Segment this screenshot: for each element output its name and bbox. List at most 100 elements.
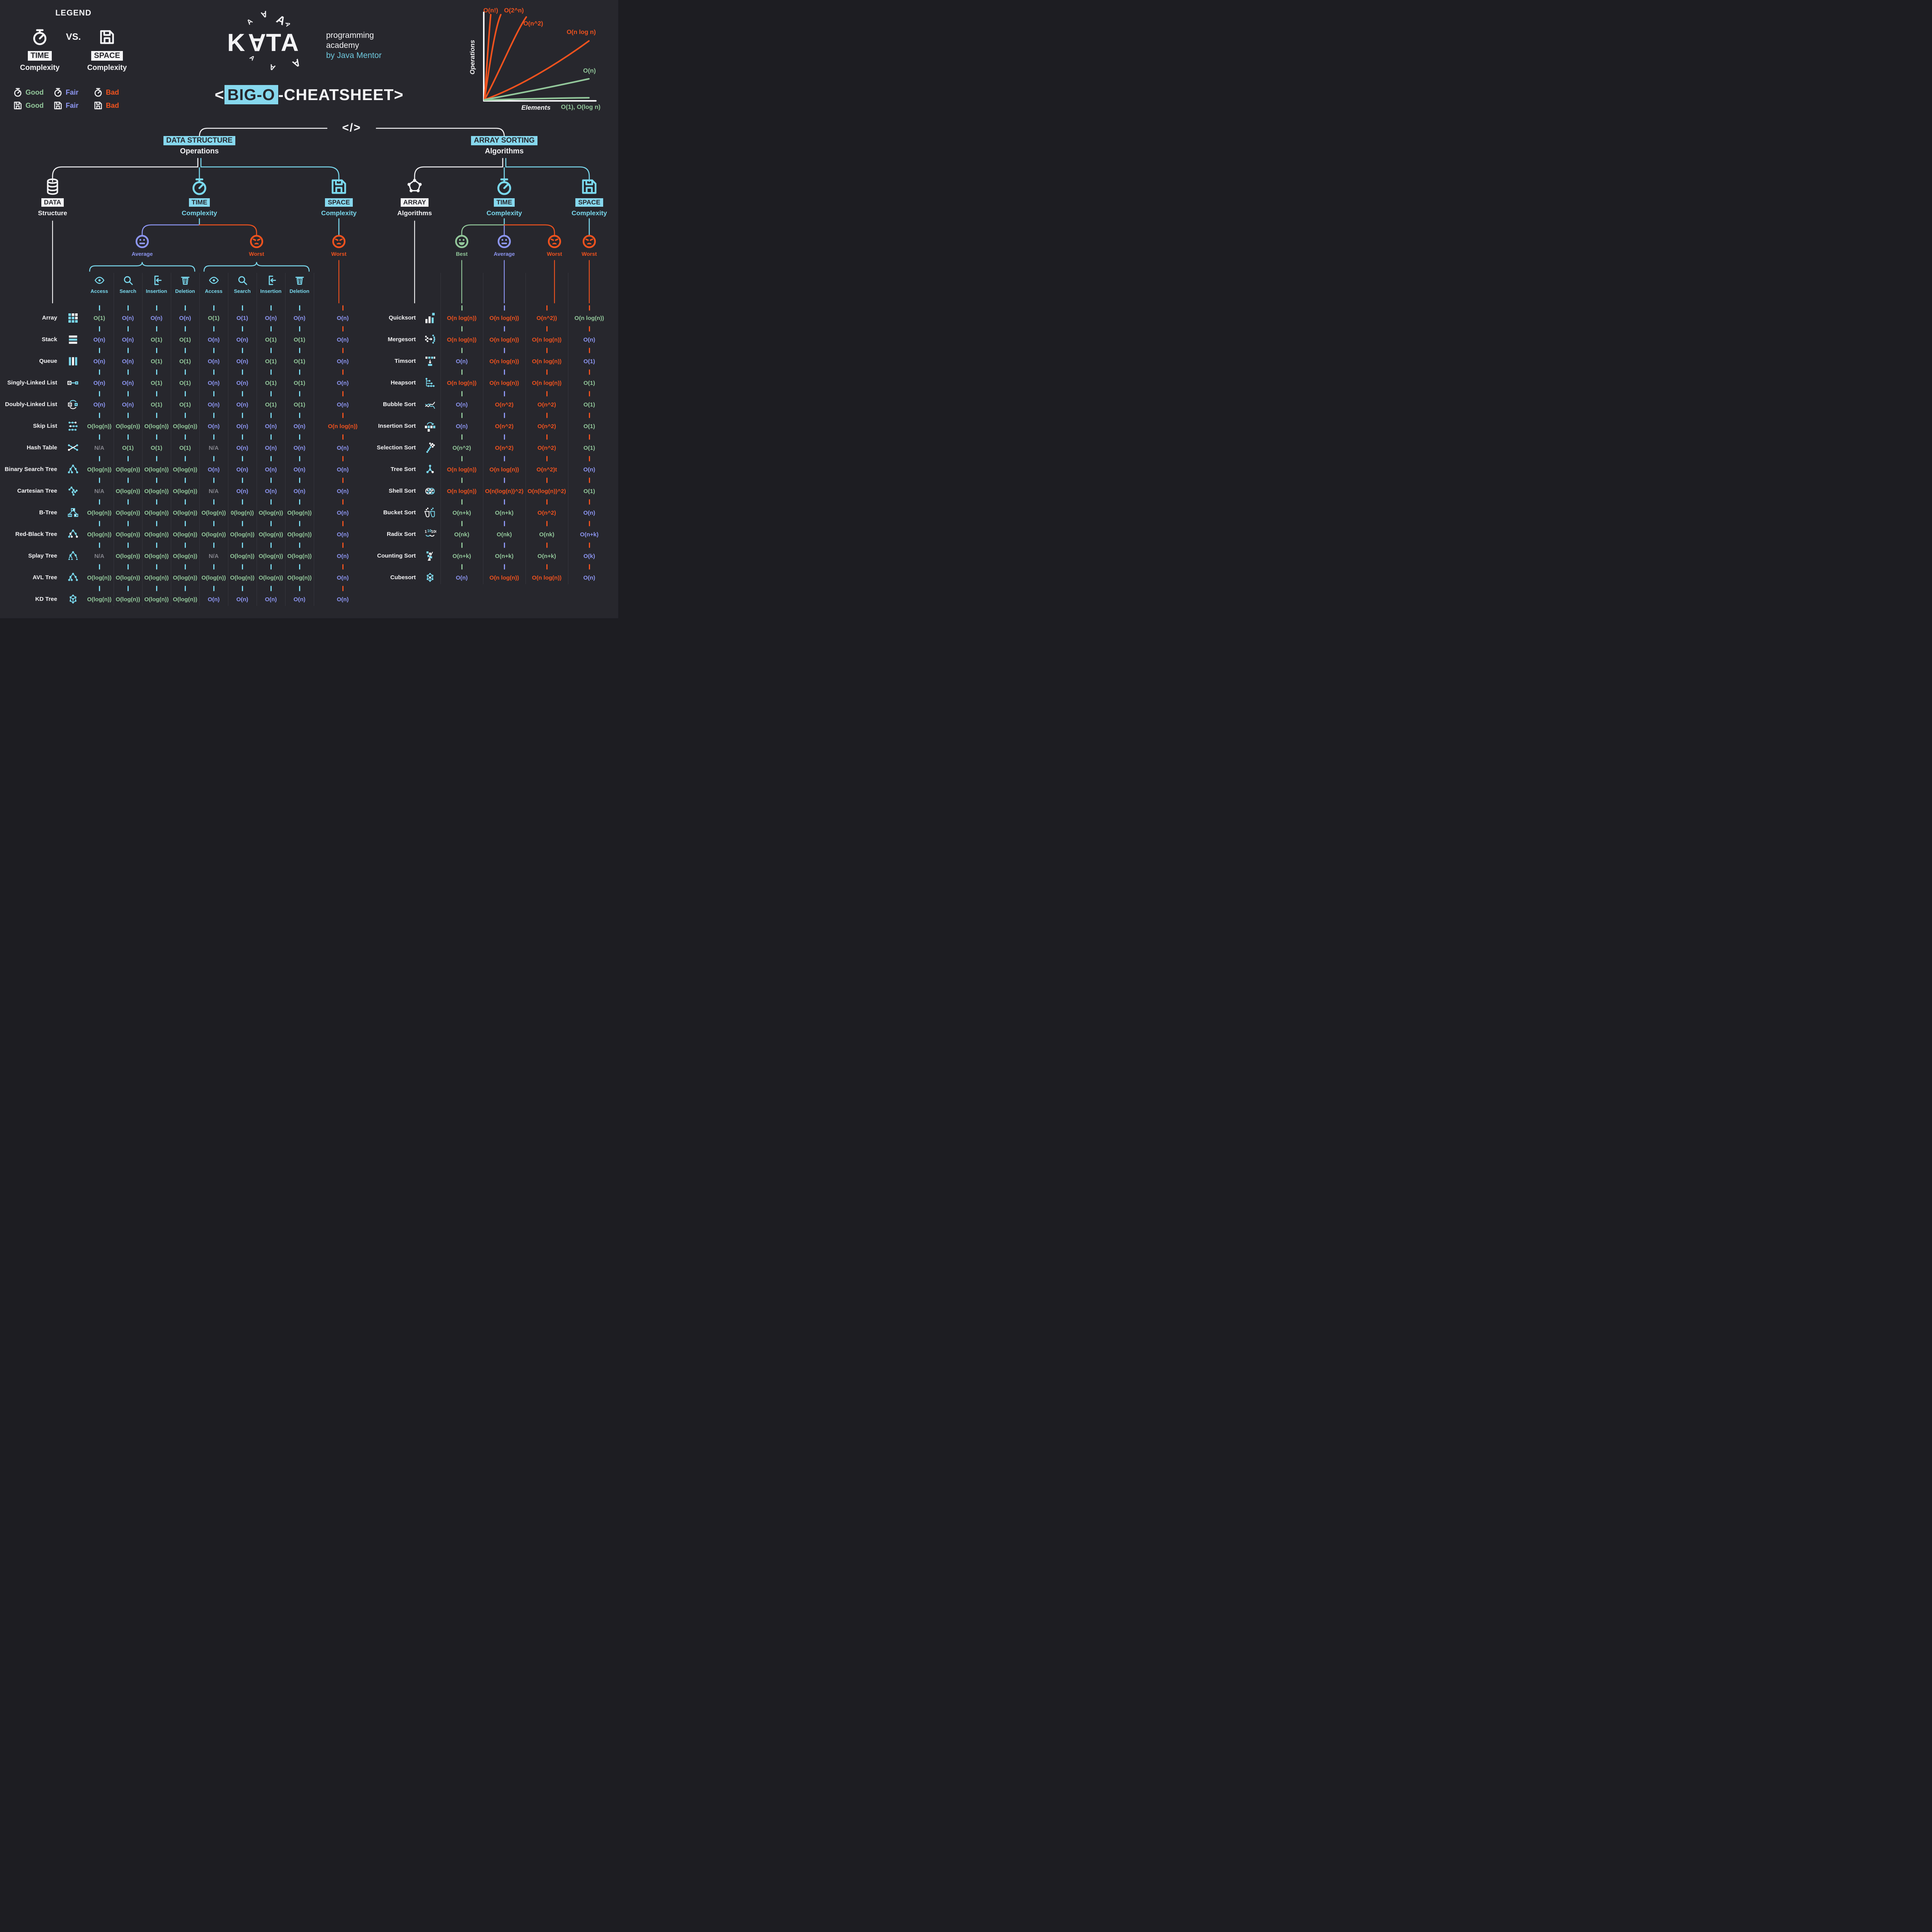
row-connector-tick (526, 389, 568, 398)
row-connector-tick (483, 541, 526, 549)
sort-avg: O(n log(n)) (489, 336, 519, 343)
ds-avg-search: O(log(n)) (116, 509, 140, 516)
spacer (4, 304, 61, 311)
ds-avg-access: O(log(n)) (87, 574, 112, 581)
row-connector-tick (314, 563, 372, 571)
row-connector-tick (199, 411, 228, 420)
sort-worst: O(n^2) (537, 444, 556, 451)
sort-space-worst-group: Worst (574, 234, 605, 257)
row-connector-tick (440, 476, 483, 485)
ds-row-name: Binary Search Tree (5, 466, 57, 473)
row-connector-tick (440, 454, 483, 463)
sort-avg: O(n+k) (495, 509, 514, 516)
spacer (373, 541, 420, 549)
ds-worst-deletion: O(1) (294, 379, 305, 386)
row-connector-tick (440, 389, 483, 398)
countingsort-icon (424, 550, 436, 562)
ds-avg-access: N/A (94, 553, 104, 560)
sort-space: O(n) (583, 336, 595, 343)
ds-avg-search: O(log(n)) (116, 596, 140, 603)
sort-average-group: Average (489, 234, 520, 257)
row-connector-tick (314, 519, 372, 528)
ds-worst-access: O(log(n)) (201, 531, 226, 538)
row-connector-tick (285, 325, 314, 333)
node-space-right-sub: Complexity (571, 209, 607, 217)
row-connector-tick (257, 563, 285, 571)
ds-row-name: Queue (39, 358, 57, 365)
splay-icon (67, 550, 79, 562)
sort-worst: O(n log(n)) (532, 358, 562, 365)
row-connector-tick (526, 454, 568, 463)
ds-avg-deletion: O(1) (179, 358, 191, 365)
legend-item-label: Good (26, 101, 44, 109)
ds-row-icon (61, 333, 85, 346)
row-connector-tick (85, 519, 114, 528)
ds-space-worst: O(n) (337, 574, 349, 581)
space-complexity-tag: SPACE (91, 51, 123, 61)
ds-row-icon (61, 593, 85, 606)
row-connector-tick (199, 563, 228, 571)
ds-row-name: AVL Tree (32, 574, 57, 581)
row-connector-tick (285, 454, 314, 463)
row-connector-tick (199, 454, 228, 463)
sort-row-name: Shell Sort (388, 488, 416, 495)
svg-text:10: 10 (427, 529, 432, 533)
legend-item-stopwatch-bad: Bad (94, 88, 134, 97)
ds-avg-deletion: O(log(n)) (173, 531, 197, 538)
row-connector-tick (114, 476, 142, 485)
sort-avg: O(n log(n)) (489, 574, 519, 581)
sort-worst: O(n^2) (537, 423, 556, 430)
sort-space: O(n) (583, 574, 595, 581)
ds-worst-deletion: O(n) (293, 596, 306, 603)
ds-worst-group: Worst (241, 234, 272, 257)
mergesort-icon (424, 333, 436, 346)
ds-worst-search: 0(log(n)) (231, 509, 254, 516)
column-separator (285, 273, 286, 606)
ds-row-name: Skip List (33, 423, 57, 430)
big-o-cheatsheet-poster: LEGEND VS. TIME Complexity . SPACE Compl… (0, 0, 618, 618)
ds-avg-insertion: O(1) (151, 336, 162, 343)
brand-line-3: by Java Mentor (326, 51, 382, 60)
node-space-right-tag: SPACE (575, 198, 603, 207)
ds-avg-deletion: O(log(n)) (173, 466, 197, 473)
row-connector-tick (142, 411, 171, 420)
sort-row-name: Bubble Sort (383, 401, 416, 408)
spacer (373, 519, 420, 528)
sort-row-icon: 110100 (420, 528, 440, 541)
spacer (61, 325, 85, 333)
row-connector-tick (285, 304, 314, 311)
row-connector-tick (526, 368, 568, 376)
ds-space-worst: O(n) (337, 553, 349, 560)
row-connector-tick (171, 498, 199, 506)
heapsort-icon (424, 377, 436, 389)
svg-text:1: 1 (425, 530, 427, 534)
ds-worst-search: O(n) (236, 488, 248, 495)
row-connector-tick (440, 498, 483, 506)
legend-item-label: Fair (66, 88, 79, 96)
ds-row-icon (61, 311, 85, 325)
row-connector-tick (171, 519, 199, 528)
row-connector-tick (483, 389, 526, 398)
spacer (61, 498, 85, 506)
ds-row-name: Red-Black Tree (15, 531, 57, 538)
ds-worst-search: O(n) (236, 596, 248, 603)
ds-avg-insertion: O(log(n)) (144, 466, 169, 473)
row-connector-tick (114, 563, 142, 571)
spacer (4, 519, 61, 528)
row-connector-tick (199, 541, 228, 549)
sort-row-icon (420, 420, 440, 433)
row-connector-tick (526, 346, 568, 355)
chart-ylabel: Operations (469, 40, 476, 75)
sort-best: O(n) (456, 423, 468, 430)
row-connector-tick (85, 346, 114, 355)
row-connector-tick (314, 325, 372, 333)
spacer (373, 325, 420, 333)
ds-worst-access: N/A (209, 553, 219, 560)
ds-row-name: Hash Table (27, 444, 57, 451)
ds-row-icon (61, 420, 85, 433)
ds-space-worst: O(n) (337, 315, 349, 321)
legend-item-stopwatch-fair: Fair (53, 88, 94, 97)
row-connector-tick (199, 433, 228, 441)
node-array-algorithms: ARRAY Algorithms (391, 178, 438, 217)
